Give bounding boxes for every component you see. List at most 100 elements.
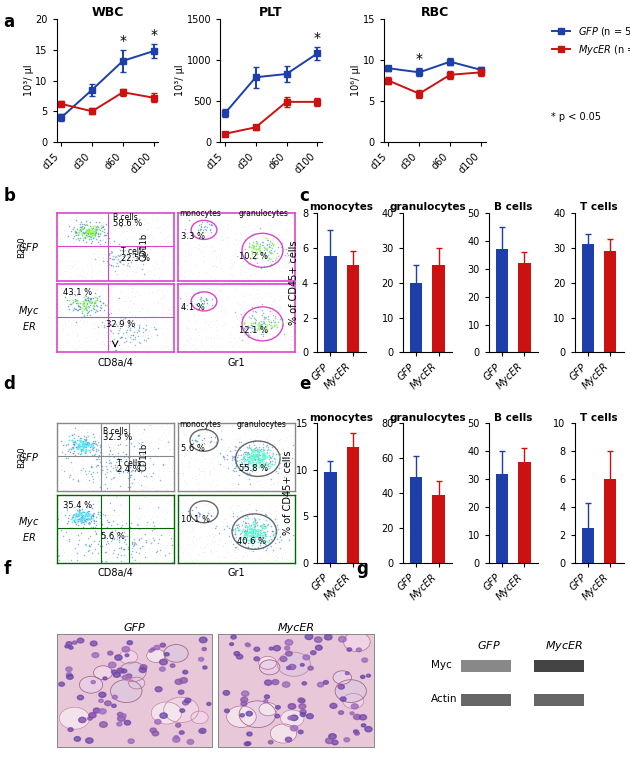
Point <box>56 256 66 268</box>
Point <box>243 542 253 554</box>
Point <box>154 464 164 476</box>
Point <box>70 504 80 517</box>
Point <box>55 504 66 517</box>
Point <box>163 340 173 352</box>
Point <box>125 431 135 443</box>
Point <box>130 456 140 469</box>
Point <box>135 485 146 497</box>
Point <box>222 221 232 233</box>
Point <box>84 296 94 309</box>
Point <box>87 235 97 248</box>
Point <box>97 225 107 237</box>
Point <box>149 507 159 519</box>
Point <box>90 228 100 240</box>
Point <box>178 309 188 322</box>
Point <box>272 533 282 545</box>
Point <box>182 518 192 530</box>
Point <box>210 273 220 285</box>
Point <box>260 530 270 543</box>
Point <box>142 519 152 531</box>
Point <box>129 316 139 328</box>
Point <box>95 431 105 443</box>
Point <box>226 444 236 456</box>
Point <box>106 253 117 265</box>
Point <box>254 325 264 337</box>
Point <box>267 447 277 459</box>
Point <box>253 528 263 540</box>
Point <box>239 252 249 264</box>
Point <box>239 455 249 467</box>
Point <box>258 441 268 453</box>
Point <box>168 443 178 455</box>
Point <box>250 527 260 539</box>
X-axis label: CD8a/4: CD8a/4 <box>97 358 133 368</box>
Circle shape <box>335 680 367 703</box>
Point <box>186 500 197 512</box>
Point <box>64 434 74 446</box>
Point <box>198 226 208 238</box>
Point <box>75 506 85 518</box>
Point <box>238 509 248 521</box>
Point <box>81 549 91 562</box>
Point <box>101 514 112 527</box>
Point <box>101 426 112 438</box>
Point <box>275 216 285 228</box>
Point <box>133 437 143 449</box>
Point <box>183 322 193 335</box>
Point <box>98 525 108 537</box>
Point <box>246 464 256 476</box>
Point <box>250 443 260 456</box>
Point <box>230 456 240 469</box>
Point <box>278 453 288 465</box>
Point <box>103 219 113 231</box>
Point <box>102 520 112 533</box>
Point <box>188 426 198 438</box>
Point <box>73 519 83 531</box>
Point <box>66 527 76 539</box>
Point <box>264 456 274 469</box>
Point <box>255 304 265 316</box>
Point <box>140 239 150 251</box>
Point <box>76 221 86 233</box>
Point <box>80 232 90 244</box>
Circle shape <box>125 654 129 657</box>
Point <box>202 294 212 306</box>
Point <box>208 503 218 515</box>
Point <box>205 468 215 480</box>
Point <box>190 553 200 565</box>
Point <box>102 466 112 479</box>
Point <box>256 262 266 274</box>
Point <box>216 424 226 436</box>
Point <box>64 555 74 567</box>
Point <box>75 218 85 230</box>
Point <box>243 526 253 538</box>
Point <box>161 231 171 243</box>
Point <box>73 440 83 453</box>
Point <box>80 514 90 526</box>
Point <box>90 239 100 251</box>
Point <box>115 255 125 267</box>
Point <box>85 229 95 242</box>
Point <box>156 429 166 441</box>
Point <box>56 269 66 281</box>
Point <box>251 430 261 442</box>
Point <box>72 441 82 453</box>
Point <box>244 456 254 468</box>
Point <box>267 450 277 463</box>
Point <box>123 482 134 494</box>
Point <box>250 531 260 543</box>
Point <box>248 234 258 246</box>
Y-axis label: % of CD45+ cells: % of CD45+ cells <box>289 241 299 325</box>
Point <box>144 325 154 338</box>
Point <box>262 525 272 537</box>
Point <box>76 508 86 520</box>
Point <box>249 523 260 535</box>
Point <box>67 260 77 272</box>
Point <box>174 551 184 563</box>
Circle shape <box>74 737 81 741</box>
Point <box>69 230 79 242</box>
Point <box>96 274 106 287</box>
Point <box>253 446 263 458</box>
Point <box>67 441 77 453</box>
Point <box>227 538 238 550</box>
